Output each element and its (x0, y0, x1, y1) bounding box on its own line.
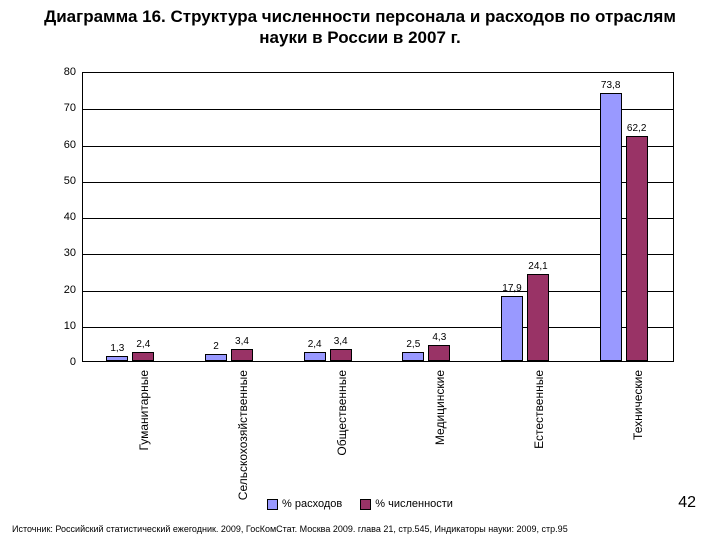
y-tick-label: 80 (46, 66, 76, 78)
category-label: Естественные (532, 370, 546, 510)
category-label: Сельскохозяйственные (236, 370, 250, 510)
bar-value-label: 24,1 (528, 261, 547, 272)
bar (205, 354, 227, 361)
y-tick-label: 40 (46, 211, 76, 223)
bar (402, 352, 424, 361)
category-label: Гуманитарные (137, 370, 151, 510)
bar-value-label: 73,8 (601, 80, 620, 91)
y-tick-label: 50 (46, 175, 76, 187)
bar-value-label: 2 (213, 341, 219, 352)
gridline (83, 218, 673, 219)
legend-label: % численности (375, 498, 453, 510)
y-tick-label: 70 (46, 102, 76, 114)
gridline (83, 327, 673, 328)
y-tick-label: 20 (46, 284, 76, 296)
bar (132, 352, 154, 361)
gridline (83, 254, 673, 255)
y-tick-label: 60 (46, 139, 76, 151)
legend-label: % расходов (282, 498, 342, 510)
chart-title: Диаграмма 16. Структура численности перс… (0, 0, 720, 53)
y-tick-label: 0 (46, 356, 76, 368)
bar (330, 349, 352, 361)
bar-value-label: 2,4 (308, 339, 322, 350)
bar-value-label: 2,5 (406, 339, 420, 350)
gridline (83, 291, 673, 292)
bar (231, 349, 253, 361)
legend-item: % расходов (267, 498, 342, 510)
bar (527, 274, 549, 361)
legend-swatch (267, 499, 278, 510)
bar-value-label: 3,4 (235, 336, 249, 347)
y-tick-label: 10 (46, 320, 76, 332)
plot-area: 1,3 2,4 2 3,4 2,4 3,4 2,5 4,3 17,9 24,1 73,8 62,2 (82, 72, 674, 362)
page-number: 42 (678, 494, 696, 512)
gridline (83, 109, 673, 110)
bar-value-label: 4,3 (432, 332, 446, 343)
category-label: Общественные (335, 370, 349, 510)
gridline (83, 146, 673, 147)
bar-value-label: 1,3 (110, 343, 124, 354)
bar-value-label: 3,4 (334, 336, 348, 347)
bar (501, 296, 523, 361)
gridline (83, 182, 673, 183)
bar-value-label: 62,2 (627, 123, 646, 134)
source-text: Источник: Российский статистический ежег… (12, 524, 568, 534)
chart-area: 1,32,423,42,43,42,54,317,924,173,862,2 0… (54, 72, 674, 362)
bar-value-label: 17,9 (502, 283, 521, 294)
y-tick-label: 30 (46, 247, 76, 259)
category-label: Медицинские (433, 370, 447, 510)
legend: % расходов % численности (0, 498, 720, 510)
bar (428, 345, 450, 361)
bar (626, 136, 648, 361)
bar (304, 352, 326, 361)
bar (600, 93, 622, 361)
bar (106, 356, 128, 361)
legend-swatch (360, 499, 371, 510)
bar-value-label: 2,4 (136, 339, 150, 350)
legend-item: % численности (360, 498, 453, 510)
category-label: Технические (631, 370, 645, 510)
